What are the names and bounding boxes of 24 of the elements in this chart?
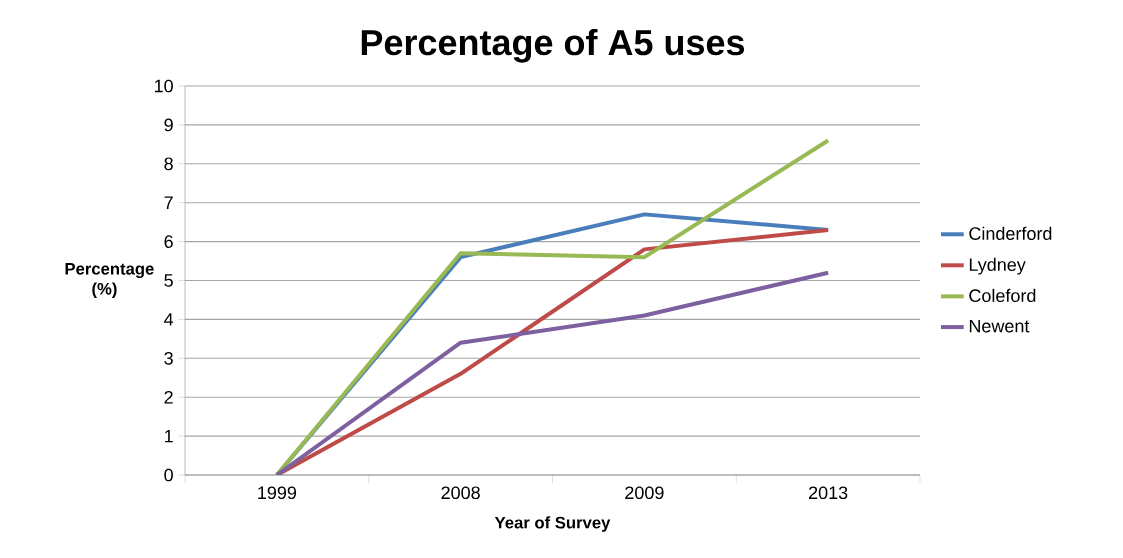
y-tick-label: 8 xyxy=(164,157,173,171)
y-tick-label: 6 xyxy=(164,235,173,248)
y-axis-title: Percentage (%) xyxy=(65,263,154,298)
x-axis-title: Year of Survey xyxy=(494,516,611,532)
x-tick-label: 2013 xyxy=(809,486,848,500)
y-tick-label: 10 xyxy=(154,79,173,93)
y-tick-label: 1 xyxy=(165,429,173,443)
y-tick-label: 9 xyxy=(164,118,173,132)
chart-title: Percentage of A5 uses xyxy=(361,28,745,63)
legend-label: Lydney xyxy=(969,257,1026,275)
x-tick-label: 2008 xyxy=(441,486,480,500)
line-series xyxy=(274,270,831,475)
x-tick-label: 2009 xyxy=(625,486,664,500)
y-tick-label: 7 xyxy=(164,196,173,209)
x-tick-label: 1999 xyxy=(258,486,297,500)
legend-label: Coleford xyxy=(969,288,1036,303)
legend-label: Cinderford xyxy=(969,226,1052,240)
y-tick-label: 5 xyxy=(164,274,173,287)
y-tick-label: 4 xyxy=(164,313,174,326)
y-tick-label: 3 xyxy=(164,351,173,365)
line-series xyxy=(274,138,831,475)
y-tick-label: 2 xyxy=(164,390,173,404)
y-tick-label: 0 xyxy=(164,468,173,482)
legend-label: Newent xyxy=(969,319,1030,333)
